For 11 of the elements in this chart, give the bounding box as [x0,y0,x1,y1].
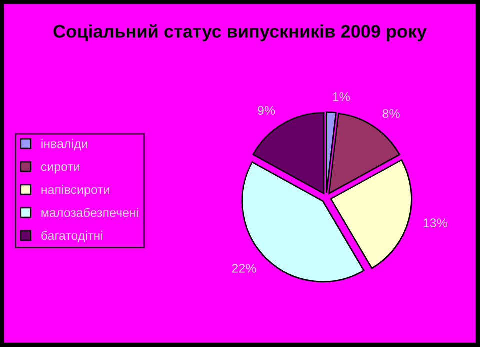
data-label: 13% [424,218,448,228]
legend-label: багатодітні [42,230,103,243]
data-label: 9% [258,106,276,116]
chart-title: Соціальний статус випускників 2009 року [54,24,427,42]
legend-label: напівсироти [42,185,110,197]
legend-label: сироти [41,164,80,174]
data-label: 8% [382,109,400,118]
data-label: 1% [333,92,350,102]
data-label: 22% [232,264,256,273]
legend-label: інваліди [42,139,88,151]
legend-label: малозабезпечені [42,208,138,218]
